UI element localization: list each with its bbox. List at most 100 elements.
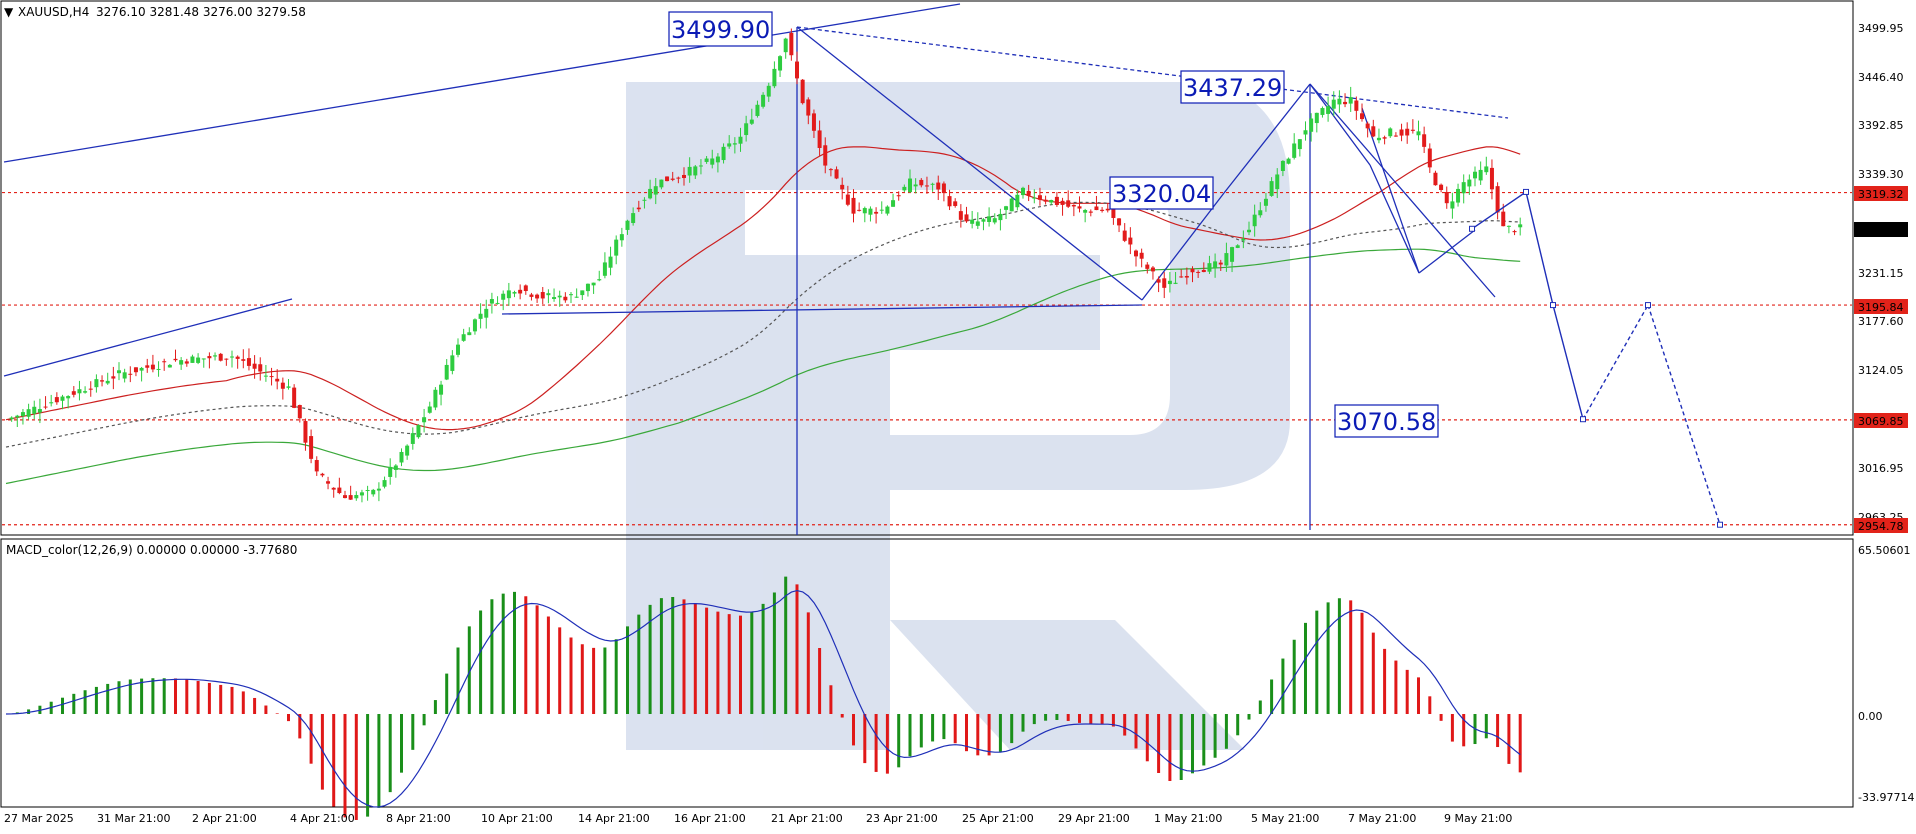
time-tick: 2 Apr 21:00 <box>192 812 257 825</box>
price-tag-label: 3069.85 <box>1858 415 1904 428</box>
candle-body <box>393 465 398 470</box>
annotation-target: 3070.58 <box>1334 404 1439 438</box>
price-tick: 3177.60 <box>1858 315 1904 328</box>
time-axis: 27 Mar 2025 31 Mar 21:00 2 Apr 21:00 4 A… <box>4 812 1512 825</box>
candle-body <box>1354 100 1359 111</box>
wave-line <box>1223 83 1311 194</box>
candle-body <box>636 207 641 210</box>
candle-body <box>1286 158 1291 164</box>
candle-body <box>919 179 924 186</box>
channel-line-lower <box>3 298 293 377</box>
candle-body <box>461 334 466 341</box>
forecast-node <box>1580 416 1586 423</box>
candle-body <box>840 184 845 190</box>
candle-body <box>314 460 319 472</box>
candle-body <box>1292 143 1297 158</box>
ma-green-line <box>5 248 1521 485</box>
candle-body <box>778 56 783 71</box>
resistance-dotted-line <box>796 26 1509 119</box>
candle-body <box>1371 126 1376 137</box>
price-tag-label: 3319.32 <box>1858 188 1904 201</box>
candle-body <box>1450 201 1455 209</box>
candle-body <box>1004 206 1009 210</box>
wave-line <box>1418 229 1476 274</box>
candle-body <box>1060 200 1065 205</box>
time-tick: 1 May 21:00 <box>1154 812 1222 825</box>
candle-body <box>1478 169 1483 181</box>
candle-body <box>100 380 105 382</box>
candle-body <box>1009 198 1014 212</box>
candle-body <box>1410 129 1415 131</box>
candle-body <box>416 425 421 438</box>
candle-body <box>789 32 794 56</box>
candle-body <box>292 387 297 408</box>
candle-body <box>698 165 703 167</box>
candle-body <box>297 405 302 419</box>
candle-body <box>1405 128 1410 136</box>
candle-body <box>263 375 268 377</box>
candle-body <box>580 290 585 296</box>
candle-body <box>26 409 31 417</box>
candle-body <box>1230 247 1235 262</box>
candle-body <box>489 299 494 304</box>
candle-body <box>501 293 506 300</box>
candle-body <box>941 183 946 194</box>
wave-line <box>1309 83 1496 298</box>
candle-body <box>1326 106 1331 114</box>
price-tag-box <box>1854 299 1908 314</box>
candle-body <box>710 158 715 165</box>
candle-body <box>117 370 121 374</box>
candle-body <box>1297 139 1302 150</box>
candle-body <box>992 218 997 223</box>
candle-body <box>88 388 93 390</box>
candle-body <box>625 220 630 230</box>
candle-body <box>546 293 551 296</box>
moving-averages <box>5 146 1521 485</box>
candle-body <box>518 289 523 294</box>
candle-body <box>66 396 71 399</box>
candle-body <box>94 379 99 388</box>
candle-body <box>823 145 828 166</box>
candle-body <box>811 113 816 131</box>
macd-tick: 65.50601 <box>1858 544 1911 557</box>
candle-body <box>924 185 929 187</box>
price-tick: 3124.05 <box>1858 364 1904 377</box>
candle-body <box>1083 209 1088 213</box>
candle-body <box>230 356 234 358</box>
time-tick: 27 Mar 2025 <box>4 812 74 825</box>
time-tick: 4 Apr 21:00 <box>290 812 355 825</box>
candle-body <box>252 363 257 369</box>
candle-body <box>54 397 59 403</box>
candle-body <box>1015 194 1020 208</box>
candle-body <box>1456 188 1461 203</box>
candle-body <box>467 332 472 336</box>
candle-body <box>83 391 88 393</box>
candle-body <box>348 495 353 500</box>
candle-body <box>766 85 771 97</box>
candle-body <box>540 292 545 299</box>
candles <box>9 28 1523 503</box>
candle-body <box>1021 187 1025 196</box>
price-tick: 3499.95 <box>1858 22 1904 35</box>
candle-body <box>891 200 896 207</box>
candle-body <box>331 487 336 490</box>
wave-line <box>796 26 971 165</box>
candle-body <box>981 219 986 222</box>
candle-body <box>800 79 805 104</box>
candle-body <box>1162 278 1167 288</box>
candle-body <box>133 367 138 373</box>
candle-body <box>1376 137 1381 141</box>
candle-body <box>196 357 201 363</box>
candle-body <box>388 466 393 477</box>
candle-body <box>608 256 613 268</box>
candle-body <box>874 211 879 214</box>
candle-body <box>958 211 963 220</box>
symbol-dropdown-icon[interactable]: ▼ <box>4 5 14 19</box>
candle-body <box>1501 211 1506 227</box>
candle-body <box>1139 252 1144 259</box>
candle-body <box>484 308 489 318</box>
candle-body <box>1088 211 1093 213</box>
candle-body <box>738 136 743 144</box>
candle-body <box>1422 134 1427 147</box>
